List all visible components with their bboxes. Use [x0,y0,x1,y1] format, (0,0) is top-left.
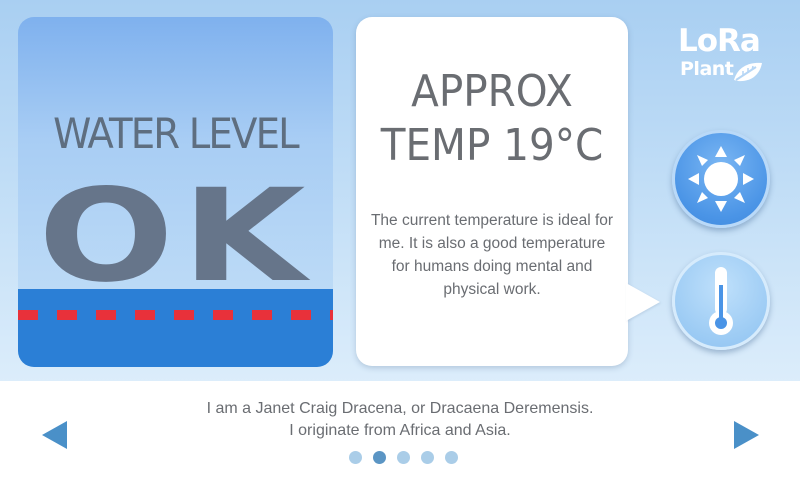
bottom-info-bar: I am a Janet Craig Dracena, or Dracaena … [0,381,800,480]
temperature-description: The current temperature is ideal for me.… [370,212,614,298]
page-dot-4[interactable] [421,451,434,464]
thermometer-icon [709,267,733,335]
water-level-title: WATER LEVEL [53,109,300,158]
previous-arrow-icon[interactable] [42,421,67,449]
next-arrow-icon[interactable] [734,421,759,449]
temperature-title-line1: APPROX [411,66,573,117]
water-level-card: WATER LEVEL OK [18,17,333,367]
lora-plant-logo: LoRa Plant [676,24,766,88]
page-dot-5[interactable] [445,451,458,464]
plant-caption-line1: I am a Janet Craig Dracena, or Dracaena … [206,400,594,417]
temperature-title-line2: TEMP 19°C [380,120,604,171]
plant-caption: I am a Janet Craig Dracena, or Dracaena … [0,398,800,442]
water-level-line [18,310,333,320]
leaf-icon [734,62,762,82]
water-level-status: OK [38,162,313,311]
page-dot-2[interactable] [373,451,386,464]
thermometer-button[interactable] [672,252,770,350]
logo-text-plant: Plant [680,58,734,80]
sun-button[interactable] [672,130,770,228]
pagination-dots [349,451,458,464]
sun-icon [688,146,754,212]
temperature-card-pointer [626,283,660,321]
logo-text-lora: LoRa [678,23,761,59]
temperature-title: APPROX TEMP 19°C [367,65,617,173]
page-dot-3[interactable] [397,451,410,464]
plant-caption-line2: I originate from Africa and Asia. [289,422,511,439]
water-fill [18,289,333,367]
temperature-card: APPROX TEMP 19°C The current temperature… [356,17,628,366]
page-dot-1[interactable] [349,451,362,464]
